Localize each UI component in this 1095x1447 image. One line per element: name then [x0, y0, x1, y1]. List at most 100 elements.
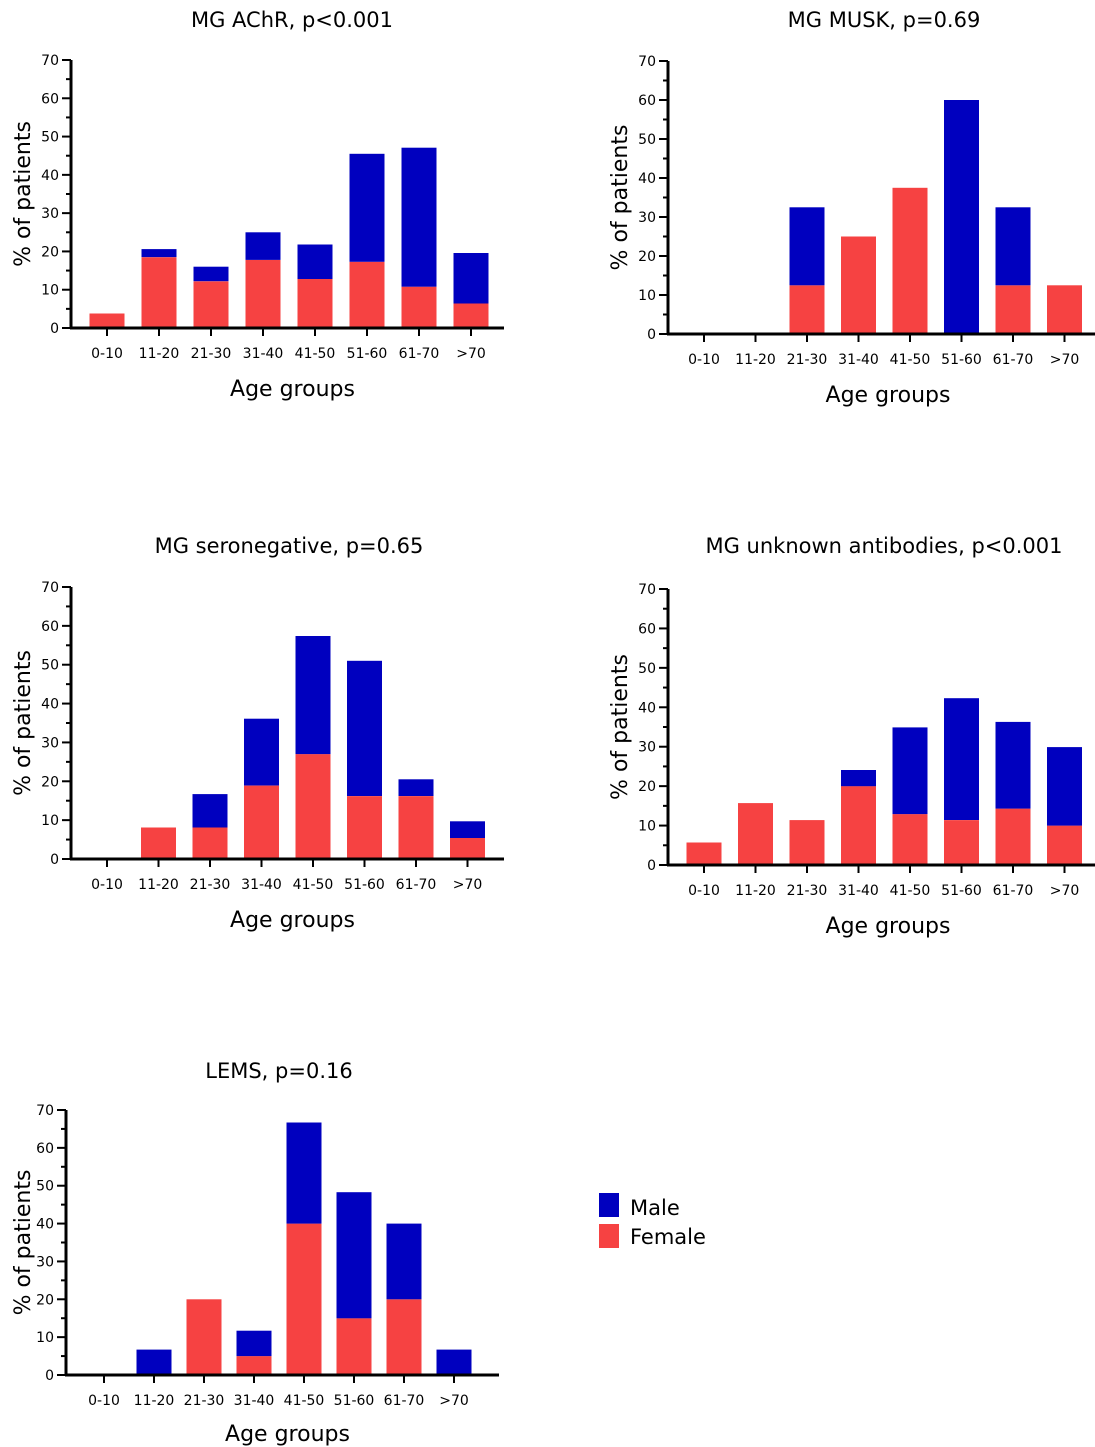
y-axis-title: % of patients	[11, 1170, 36, 1316]
bar-female-31-40	[245, 259, 281, 328]
x-tick-label: >70	[439, 1393, 469, 1409]
y-tick-label: 20	[41, 774, 59, 790]
y-tick-label: 70	[638, 582, 656, 598]
y-tick-label: 70	[36, 1103, 54, 1119]
bar-male-21-30	[192, 794, 228, 828]
y-axis-title: % of patients	[11, 121, 36, 267]
bar-female-gt70	[1047, 825, 1082, 865]
x-tick-label: 21-30	[787, 352, 828, 368]
bar-male-gt70	[436, 1349, 472, 1375]
legend-swatch-male	[599, 1193, 619, 1217]
x-tick-label: 51-60	[347, 346, 388, 362]
y-tick-label: 40	[638, 700, 656, 716]
x-axis-title: Age groups	[826, 383, 951, 408]
y-tick-label: 70	[638, 54, 656, 70]
y-tick-label: 60	[36, 1141, 54, 1157]
y-tick-label: 50	[41, 130, 59, 146]
x-tick-label: 21-30	[184, 1393, 225, 1409]
bar-male-31-40	[245, 232, 281, 260]
chart-title: MG AChR, p<0.001	[191, 8, 393, 32]
x-tick-label: >70	[1050, 883, 1080, 899]
bar-female-61-70	[398, 796, 434, 859]
x-tick-label: 11-20	[139, 346, 180, 362]
x-tick-label: 11-20	[134, 1393, 175, 1409]
bar-female-31-40	[244, 785, 279, 859]
chart-title: MG unknown antibodies, p<0.001	[705, 534, 1062, 558]
chart-title: LEMS, p=0.16	[205, 1059, 352, 1083]
y-tick-label: 10	[638, 819, 656, 835]
chart-panel-lems: LEMS, p=0.16 0 10 20 30 40 50 60 70 0-10 11-20 21-3…	[11, 1059, 499, 1447]
y-axis-title: % of patients	[608, 654, 633, 800]
x-tick-label: 31-40	[838, 352, 879, 368]
bar-male-41-50	[297, 244, 333, 279]
x-tick-label: 31-40	[241, 877, 282, 893]
bar-female-gt70	[450, 838, 485, 859]
x-tick-label: 0-10	[88, 1393, 120, 1409]
chart-panel-mg-unknown-antibodies: MG unknown antibodies, p<0.001 0 10 20 30 40 5…	[608, 534, 1095, 939]
legend-swatch-female	[599, 1224, 619, 1248]
y-tick-label: 10	[36, 1330, 54, 1346]
bar-female-21-30	[789, 820, 825, 865]
y-tick-label: 30	[36, 1254, 54, 1270]
y-axis-title: % of patients	[608, 125, 633, 271]
bar-male-61-70	[386, 1223, 422, 1300]
bar-male-21-30	[789, 207, 825, 286]
x-tick-label: 61-70	[384, 1393, 425, 1409]
legend: Male Female	[599, 1193, 706, 1249]
chart-title: MG seronegative, p=0.65	[155, 534, 424, 558]
x-tick-label: 21-30	[787, 883, 828, 899]
y-tick-label: 60	[638, 621, 656, 637]
x-tick-label: 51-60	[941, 352, 982, 368]
y-tick-label: 70	[41, 580, 59, 596]
y-tick-label: 50	[638, 661, 656, 677]
y-tick-label: 0	[647, 327, 656, 343]
bar-male-31-40	[244, 718, 279, 786]
bar-female-61-70	[401, 286, 437, 328]
x-tick-label: 41-50	[284, 1393, 325, 1409]
x-tick-label: 41-50	[295, 346, 336, 362]
x-tick-label: 61-70	[993, 883, 1034, 899]
bar-female-gt70	[1047, 285, 1082, 335]
bar-male-11-20	[141, 249, 177, 258]
y-tick-label: 10	[41, 283, 59, 299]
bar-male-61-70	[995, 207, 1031, 286]
y-tick-label: 50	[638, 132, 656, 148]
x-tick-label: 21-30	[190, 877, 231, 893]
bar-male-31-40	[236, 1330, 272, 1357]
y-tick-label: 30	[41, 735, 59, 751]
bar-female-61-70	[386, 1299, 422, 1375]
x-axis-title: Age groups	[230, 377, 355, 402]
y-tick-label: 20	[41, 244, 59, 260]
x-tick-label: 11-20	[735, 883, 776, 899]
legend-label-female: Female	[630, 1225, 706, 1249]
x-tick-label: 51-60	[334, 1393, 375, 1409]
y-tick-label: 20	[638, 779, 656, 795]
legend-label-male: Male	[630, 1196, 680, 1220]
bar-female-11-20	[738, 803, 773, 865]
bar-male-11-20	[136, 1349, 172, 1375]
chart-panel-mg-seronegative: MG seronegative, p=0.65 0 10 20 30 40 50 60 70 0-…	[11, 534, 504, 933]
y-tick-label: 70	[41, 53, 59, 69]
x-tick-label: 31-40	[838, 883, 879, 899]
y-tick-label: 0	[50, 852, 59, 868]
y-tick-label: 60	[41, 619, 59, 635]
bar-male-21-30	[193, 266, 229, 282]
x-tick-label: 11-20	[138, 877, 179, 893]
bar-male-gt70	[1047, 747, 1082, 826]
x-tick-label: 41-50	[890, 883, 931, 899]
bar-male-gt70	[453, 253, 489, 304]
x-tick-label: >70	[456, 346, 486, 362]
bar-male-51-60	[944, 698, 979, 820]
y-tick-label: 30	[638, 740, 656, 756]
x-tick-label: 41-50	[293, 877, 334, 893]
bar-male-31-40	[841, 770, 876, 787]
bar-female-21-30	[789, 285, 825, 335]
bar-male-61-70	[398, 779, 434, 796]
y-tick-label: 40	[41, 697, 59, 713]
y-tick-label: 20	[638, 249, 656, 265]
bar-female-gt70	[453, 303, 489, 328]
y-tick-label: 20	[36, 1292, 54, 1308]
bar-female-21-30	[193, 281, 229, 328]
bar-female-0-10	[686, 842, 722, 865]
bar-female-51-60	[349, 261, 385, 328]
